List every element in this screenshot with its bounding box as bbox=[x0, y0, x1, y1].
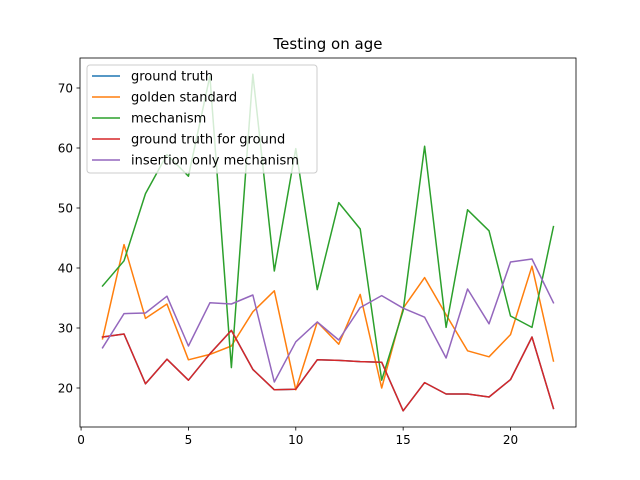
legend-label-4: ground truth for ground bbox=[131, 133, 285, 148]
legend-label-2: golden standard bbox=[131, 91, 237, 106]
y-tick-label: 30 bbox=[58, 322, 73, 336]
series-line-5 bbox=[101, 258, 555, 383]
legend-label-5: insertion only mechanism bbox=[131, 154, 299, 169]
y-tick-label: 40 bbox=[58, 262, 73, 276]
series-line-2 bbox=[101, 243, 555, 391]
y-tick-label: 70 bbox=[58, 82, 73, 96]
y-tick-label: 20 bbox=[58, 382, 73, 396]
x-tick-label: 10 bbox=[288, 433, 303, 447]
legend-frame bbox=[86, 64, 318, 174]
plot-frame bbox=[79, 57, 577, 428]
x-tick-label: 5 bbox=[185, 433, 193, 447]
y-tick-label: 60 bbox=[58, 142, 73, 156]
legend-label-1: ground truth bbox=[131, 70, 213, 85]
chart-title: Testing on age bbox=[273, 35, 383, 53]
x-axis: 0 5 10 15 20 bbox=[77, 427, 518, 447]
y-tick-label: 50 bbox=[58, 202, 73, 216]
y-axis: 20 30 40 50 60 70 bbox=[58, 82, 80, 396]
legend: ground truth golden standard mechanism grou… bbox=[86, 64, 318, 174]
x-tick-label: 15 bbox=[396, 433, 411, 447]
x-tick-label: 20 bbox=[503, 433, 518, 447]
legend-label-3: mechanism bbox=[131, 112, 206, 127]
series-line-4 bbox=[101, 329, 555, 412]
x-tick-label: 0 bbox=[77, 433, 85, 447]
